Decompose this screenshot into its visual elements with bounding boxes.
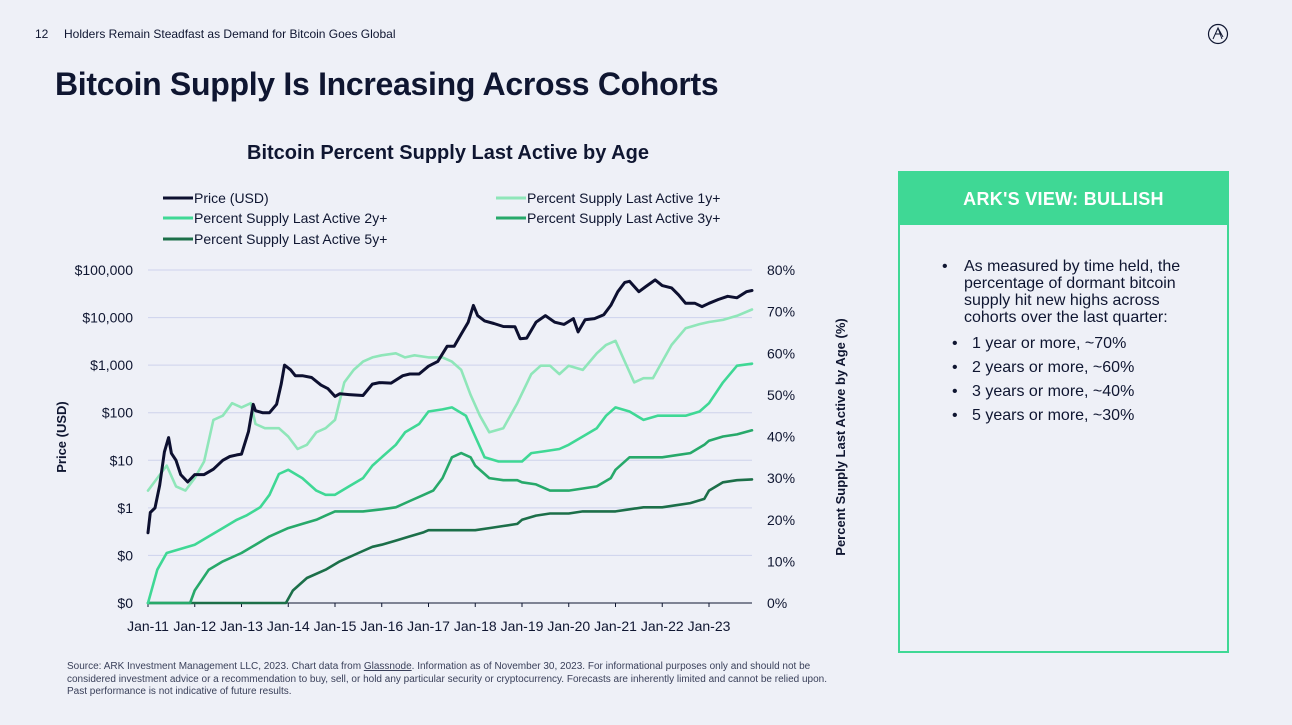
right-tick-label: 70%: [767, 304, 795, 320]
sub-bullet: 3 years or more, ~40%: [952, 383, 1207, 400]
x-tick-label: Jan-16: [360, 618, 403, 634]
ark-logo-icon: [1207, 23, 1229, 45]
legend-label: Price (USD): [194, 190, 269, 206]
legend-label: Percent Supply Last Active 1y+: [527, 190, 720, 206]
source-prefix: Source: ARK Investment Management LLC, 2…: [67, 661, 364, 672]
right-tick-label: 80%: [767, 262, 795, 278]
legend-label: Percent Supply Last Active 2y+: [194, 210, 387, 226]
source-note: Source: ARK Investment Management LLC, 2…: [67, 661, 827, 699]
right-tick-label: 50%: [767, 387, 795, 403]
x-tick-label: Jan-13: [220, 618, 263, 634]
ark-view-body: As measured by time held, the percentage…: [900, 225, 1227, 424]
legend-label: Percent Supply Last Active 5y+: [194, 231, 387, 247]
series-line: [146, 478, 754, 605]
section-title: Holders Remain Steadfast as Demand for B…: [64, 27, 396, 41]
price-supply-chart: $0 $0 $1 $10 $100 $1,000 $10,000 $100,000 0% 10% 2…: [54, 190, 848, 634]
left-tick-label: $1,000: [90, 357, 133, 373]
x-tick-label: Jan-19: [501, 618, 544, 634]
x-tick-label: Jan-21: [594, 618, 637, 634]
left-tick-label: $10,000: [82, 310, 133, 326]
sub-bullet: 2 years or more, ~60%: [952, 359, 1207, 376]
series-line: [146, 362, 754, 605]
left-tick-label: $100,000: [75, 262, 134, 278]
x-tick-label: Jan-17: [407, 618, 450, 634]
x-tick-label: Jan-20: [547, 618, 590, 634]
x-tick-label: Jan-22: [641, 618, 684, 634]
x-tick-label: Jan-14: [267, 618, 310, 634]
left-axis-title: Price (USD): [54, 401, 69, 473]
right-tick-label: 40%: [767, 429, 795, 445]
source-suffix: . Information as of November 30, 2023. F…: [67, 661, 828, 697]
series-line: [146, 278, 754, 535]
x-tick-label: Jan-15: [314, 618, 357, 634]
sub-bullet-list: 1 year or more, ~70% 2 years or more, ~6…: [942, 335, 1207, 424]
x-tick-label: Jan-12: [173, 618, 216, 634]
series-line: [146, 308, 754, 492]
ark-view-panel: ARK'S VIEW: BULLISH As measured by time …: [898, 171, 1229, 653]
left-tick-label: $0: [117, 547, 133, 563]
x-tick-label: Jan-23: [688, 618, 731, 634]
right-axis-title: Percent Supply Last Active by Age (%): [833, 318, 848, 555]
right-tick-label: 10%: [767, 553, 795, 569]
left-tick-label: $10: [110, 452, 134, 468]
legend-label: Percent Supply Last Active 3y+: [527, 210, 720, 226]
chart-title: Bitcoin Percent Supply Last Active by Ag…: [247, 142, 649, 164]
sub-bullet: 1 year or more, ~70%: [952, 335, 1207, 352]
slide-title: Bitcoin Supply Is Increasing Across Coho…: [55, 66, 719, 102]
series-line: [146, 429, 754, 605]
x-tick-label: Jan-18: [454, 618, 497, 634]
glassnode-link[interactable]: Glassnode: [363, 661, 412, 672]
main-bullet: As measured by time held, the percentage…: [942, 258, 1207, 326]
sub-bullet: 5 years or more, ~30%: [952, 407, 1207, 424]
x-tick-label: Jan-11: [127, 618, 169, 634]
left-tick-label: $1: [117, 500, 133, 516]
right-tick-label: 0%: [767, 595, 787, 611]
ark-view-heading: ARK'S VIEW: BULLISH: [900, 173, 1227, 225]
right-tick-label: 30%: [767, 470, 795, 486]
left-tick-label: $100: [102, 405, 133, 421]
page-number: 12: [35, 27, 49, 41]
right-tick-label: 60%: [767, 345, 795, 361]
right-tick-label: 20%: [767, 512, 795, 528]
left-tick-label: $0: [117, 595, 133, 611]
